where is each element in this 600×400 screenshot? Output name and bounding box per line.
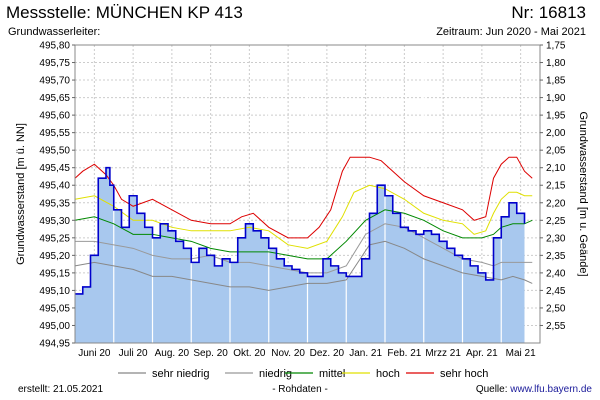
y-axis-title: Grundwasserstand [m ü. NN] <box>15 123 27 265</box>
x-tick-label: Dez. 20 <box>310 348 345 359</box>
created-date: erstellt: 21.05.2021 <box>18 384 104 395</box>
source-note: Quelle: www.lfu.bayern.de <box>476 384 592 395</box>
source-label: Quelle: <box>475 384 511 395</box>
aquifer-label: Grundwasserleiter: <box>8 26 101 38</box>
y-tick-label: 495,00 <box>39 321 70 332</box>
x-tick-label: Juni 20 <box>78 348 111 359</box>
source-link[interactable]: www.lfu.bayern.de <box>510 384 592 395</box>
y-right-tick-label: 1,85 <box>546 76 566 87</box>
y-right-tick-label: 2,25 <box>546 216 566 227</box>
legend-label-hoch: hoch <box>376 368 400 380</box>
y-tick-label: 495,15 <box>39 268 70 279</box>
x-tick-label: Nov. 20 <box>271 348 305 359</box>
y-right-tick-label: 2,15 <box>546 181 566 192</box>
x-tick-label: Sep. 20 <box>193 348 228 359</box>
station-number: Nr: 16813 <box>511 3 586 22</box>
y-right-tick-label: 2,55 <box>546 321 566 332</box>
series-line-niedrig <box>75 223 533 274</box>
plot-frame <box>74 44 541 344</box>
y-tick-label: 495,20 <box>39 251 70 262</box>
x-tick-label: Okt. 20 <box>233 348 266 359</box>
y-tick-label: 495,25 <box>39 233 70 244</box>
y-right-tick-label: 1,75 <box>546 41 566 52</box>
measured-area <box>75 167 525 343</box>
y-right-tick-label: 1,95 <box>546 111 566 122</box>
x-tick-label: Feb. 21 <box>387 348 421 359</box>
y-tick-label: 495,80 <box>39 41 70 52</box>
x-tick-label: Apr. 21 <box>466 348 498 359</box>
x-tick-label: Mai 21 <box>506 348 536 359</box>
y-tick-label: 495,55 <box>39 128 70 139</box>
legend-label-sehr-hoch: sehr hoch <box>440 368 488 380</box>
y-tick-label: 495,35 <box>39 198 70 209</box>
y-tick-label: 495,65 <box>39 93 70 104</box>
x-tick-label: Aug. 20 <box>155 348 190 359</box>
y-right-axis-title: Grundwasserstand [m u. Geände] <box>577 111 589 276</box>
y-right-tick-label: 2,30 <box>546 233 566 244</box>
y-right-tick-label: 2,45 <box>546 286 566 297</box>
y-tick-label: 495,70 <box>39 76 70 87</box>
series-line-sehr-niedrig <box>74 240 533 291</box>
series-line-sehr-hoch <box>74 156 533 239</box>
y-tick-label: 495,10 <box>39 286 70 297</box>
y-right-tick-label: 2,00 <box>546 128 566 139</box>
measured-line <box>75 166 526 295</box>
y-right-tick-label: 2,40 <box>546 268 566 279</box>
page-title: Messstelle: MÜNCHEN KP 413 <box>6 3 243 22</box>
y-right-tick-label: 2,20 <box>546 198 566 209</box>
y-right-tick-label: 1,80 <box>546 58 566 69</box>
y-right-tick-label: 2,50 <box>546 303 566 314</box>
y-tick-label: 495,05 <box>39 303 70 314</box>
x-tick-label: Juli 20 <box>119 348 148 359</box>
x-tick-label: Mrzz 21 <box>425 348 461 359</box>
y-tick-label: 495,60 <box>39 111 70 122</box>
y-tick-label: 494,95 <box>39 339 70 350</box>
legend-label-sehr-niedrig: sehr niedrig <box>152 368 209 380</box>
legend-label-niedrig: niedrig <box>259 368 292 380</box>
period-label: Zeitraum: Jun 2020 - Mai 2021 <box>436 26 586 38</box>
y-tick-label: 495,30 <box>39 216 70 227</box>
x-tick-label: Jan. 21 <box>349 348 382 359</box>
y-tick-label: 495,50 <box>39 146 70 157</box>
y-right-tick-label: 2,05 <box>546 146 566 157</box>
y-tick-label: 495,40 <box>39 181 70 192</box>
y-tick-label: 495,45 <box>39 163 70 174</box>
y-right-tick-label: 1,90 <box>546 93 566 104</box>
y-right-tick-label: 2,35 <box>546 251 566 262</box>
y-right-tick-label: 2,10 <box>546 163 566 174</box>
legend-label-mittel: mittel <box>319 368 345 380</box>
raw-data-note: - Rohdaten - <box>272 384 328 395</box>
y-tick-label: 495,75 <box>39 58 70 69</box>
